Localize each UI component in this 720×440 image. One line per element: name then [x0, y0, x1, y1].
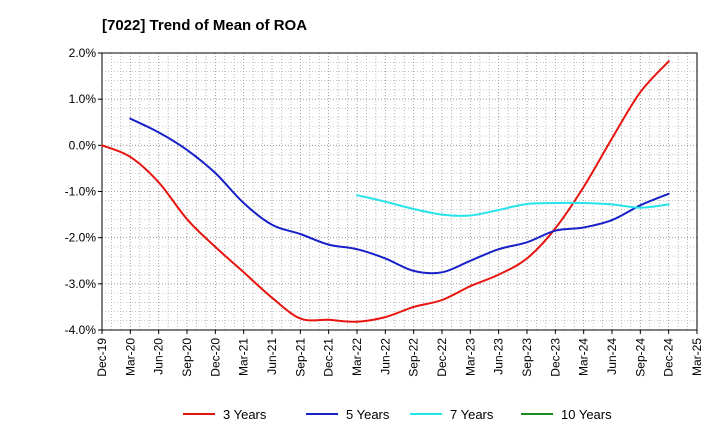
x-tick-label: Mar-21	[237, 338, 251, 376]
x-tick-label: Dec-20	[208, 338, 222, 377]
y-tick-label: -4.0%	[65, 323, 97, 337]
x-tick-label: Sep-20	[180, 338, 194, 377]
x-tick-label: Sep-21	[293, 338, 307, 377]
x-tick-label: Jun-24	[605, 338, 619, 375]
y-tick-label: -3.0%	[65, 277, 97, 291]
legend: 3 Years 5 Years 7 Years 10 Years	[183, 407, 612, 422]
x-tick-label: Dec-22	[435, 338, 449, 377]
chart-title: [7022] Trend of Mean of ROA	[102, 17, 307, 34]
x-tick-label: Dec-21	[322, 338, 336, 377]
y-tick-label: -1.0%	[65, 185, 97, 199]
x-tick-label: Dec-23	[548, 338, 562, 377]
x-tick-label: Sep-22	[407, 338, 421, 377]
x-tick-label: Jun-20	[152, 338, 166, 375]
x-tick-label: Jun-23	[492, 338, 506, 375]
legend-label-1: 3 Years	[223, 407, 267, 422]
plot-area: 2.0% 1.0% 0.0% -1.0% -2.0% -3.0% -4.0%Dec-19 Ma…	[65, 46, 704, 377]
x-tick-label: Jun-21	[265, 338, 279, 375]
legend-label-3: 7 Years	[450, 407, 494, 422]
y-tick-label: -2.0%	[65, 231, 97, 245]
x-tick-label: Sep-24	[633, 338, 647, 377]
x-tick-label: Mar-23	[463, 338, 477, 376]
legend-label-4: 10 Years	[561, 407, 612, 422]
x-tick-label: Sep-23	[520, 338, 534, 377]
y-tick-label: 0.0%	[69, 138, 97, 152]
x-tick-label: Mar-22	[350, 338, 364, 376]
y-tick-label: 2.0%	[69, 46, 97, 60]
series-line-2	[129, 117, 670, 275]
y-tick-label: 1.0%	[69, 92, 97, 106]
x-tick-label: Dec-24	[662, 338, 676, 377]
x-tick-label: Jun-22	[378, 338, 392, 375]
x-tick-label: Mar-25	[690, 338, 704, 376]
x-tick-label: Mar-24	[577, 338, 591, 376]
legend-label-2: 5 Years	[346, 407, 390, 422]
x-tick-label: Mar-20	[123, 338, 137, 376]
series-line-1	[101, 60, 670, 323]
series-line-3	[356, 194, 670, 217]
x-tick-label: Dec-19	[95, 338, 109, 377]
